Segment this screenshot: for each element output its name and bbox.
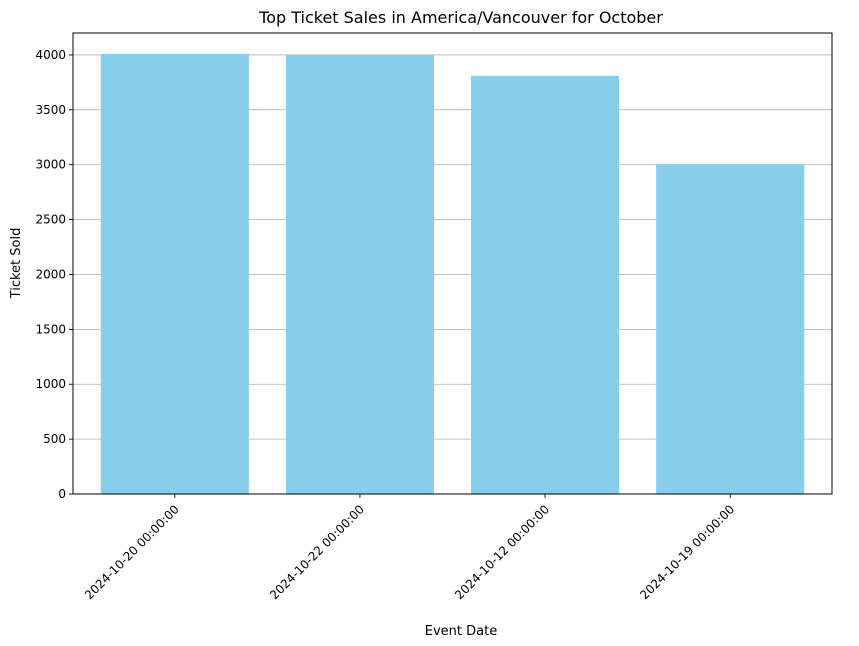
x-tick-label: 2024-10-12 00:00:00 [452,502,552,602]
y-tick-label: 1500 [35,322,66,336]
y-tick-label: 0 [58,487,66,501]
y-tick-label: 3500 [35,103,66,117]
y-axis-ticks: 0 500 1000 1500 2000 2500 3000 3500 4000 [35,48,73,501]
bar [656,164,805,495]
x-axis-ticks: 2024-10-20 00:00:00 2024-10-22 00:00:00 20… [82,494,737,602]
y-tick-label: 4000 [35,48,66,62]
bar [471,75,620,495]
y-tick-label: 3000 [35,158,66,172]
x-tick-label: 2024-10-20 00:00:00 [82,502,182,602]
y-tick-label: 500 [43,432,66,446]
bar [285,55,434,494]
y-axis-label: Ticket Sold [9,228,24,300]
y-tick-label: 2500 [35,213,66,227]
bars [100,53,805,495]
bar [100,53,249,494]
x-tick-label: 2024-10-22 00:00:00 [267,502,367,602]
y-tick-label: 1000 [35,377,66,391]
chart-title: Top Ticket Sales in America/Vancouver fo… [258,8,663,27]
y-tick-label: 2000 [35,267,66,281]
x-tick-label: 2024-10-19 00:00:00 [637,502,737,602]
plot-frame [72,32,833,495]
x-axis-label: Event Date [425,624,497,639]
